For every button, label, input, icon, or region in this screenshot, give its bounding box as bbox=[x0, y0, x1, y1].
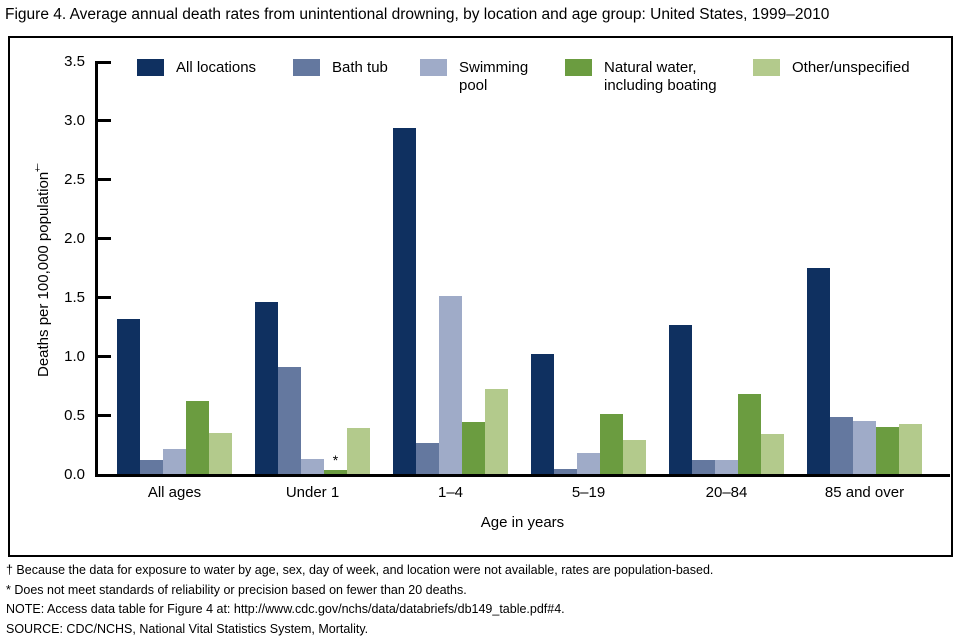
bar-85-and-over-all-locations bbox=[807, 267, 830, 474]
x-axis-line bbox=[95, 474, 950, 477]
footnote-note: NOTE: Access data table for Figure 4 at:… bbox=[6, 602, 565, 617]
y-axis-line bbox=[95, 61, 98, 477]
y-tick bbox=[98, 354, 111, 358]
bar-20-84-all-locations bbox=[669, 325, 692, 474]
legend-item-all-locations: All locations bbox=[137, 59, 256, 77]
bar-all-ages-all-locations bbox=[117, 319, 140, 474]
figure-title: Figure 4. Average annual death rates fro… bbox=[5, 6, 830, 23]
bar-group-20-84 bbox=[669, 61, 784, 474]
x-axis-title: Age in years bbox=[480, 514, 565, 531]
bar-85-and-over-natural-water-including-boating bbox=[876, 426, 899, 474]
y-tick-label: 2.0 bbox=[64, 229, 85, 247]
bar-all-ages-bath-tub bbox=[140, 459, 163, 474]
y-tick-label: 0.0 bbox=[64, 465, 85, 483]
y-tick-label: 1.5 bbox=[64, 288, 85, 306]
x-category-label-all-ages: All ages bbox=[147, 484, 202, 501]
bar-under-1-bath-tub bbox=[278, 366, 301, 474]
legend-swatch-swimming-pool bbox=[420, 59, 447, 76]
y-tick-label: 0.5 bbox=[64, 406, 85, 424]
footnotes: † Because the data for exposure to water… bbox=[6, 561, 713, 639]
bar-all-ages-natural-water-including-boating bbox=[186, 400, 209, 474]
bar-group-under-1: * bbox=[255, 61, 370, 474]
bar-5-19-bath-tub bbox=[554, 469, 577, 474]
y-tick-label: 3.5 bbox=[64, 52, 85, 70]
bar-20-84-other-unspecified bbox=[761, 433, 784, 474]
x-category-label-20-84: 20–84 bbox=[705, 484, 748, 501]
legend-swatch-all-locations bbox=[137, 59, 164, 76]
bar-group-85-and-over bbox=[807, 61, 922, 474]
y-tick-label: 3.0 bbox=[64, 111, 85, 129]
legend-label: Other/unspecified bbox=[792, 59, 910, 76]
bar-under-1-other-unspecified bbox=[347, 427, 370, 474]
plot-area: 0.0 0.5 1.0 1.5 2.0 2.5 3.0 3.5 All ages * Under 1… bbox=[64, 53, 950, 501]
bar-20-84-natural-water-including-boating bbox=[738, 393, 761, 474]
bar-group-1-4 bbox=[393, 61, 508, 474]
legend-label: All locations bbox=[176, 59, 257, 76]
bar-20-84-bath-tub bbox=[692, 459, 715, 474]
bar-5-19-other-unspecified bbox=[623, 439, 646, 474]
footnote-asterisk: * Does not meet standards of reliability… bbox=[6, 582, 467, 597]
bar-1-4-all-locations bbox=[393, 128, 416, 474]
legend-item-other-unspecified: Other/unspecified bbox=[753, 59, 910, 77]
footnote-source: SOURCE: CDC/NCHS, National Vital Statist… bbox=[6, 621, 369, 636]
y-tick bbox=[98, 177, 111, 181]
y-tick bbox=[98, 413, 111, 417]
y-tick-label: 2.5 bbox=[64, 170, 85, 188]
y-tick bbox=[98, 236, 111, 240]
legend-label: Bath tub bbox=[332, 59, 388, 76]
bar-1-4-other-unspecified bbox=[485, 389, 508, 474]
bar-under-1-natural-water-including-boating bbox=[324, 470, 347, 474]
asterisk-annotation: * bbox=[332, 452, 339, 469]
bar-5-19-all-locations bbox=[531, 353, 554, 474]
legend-swatch-natural-water-including-boating bbox=[565, 59, 592, 76]
bar-under-1-all-locations bbox=[255, 301, 278, 474]
x-category-label-1-4: 1–4 bbox=[437, 484, 464, 501]
x-category-label-under-1: Under 1 bbox=[285, 484, 340, 501]
chart-frame: All locations Bath tub Swimming pool Natura… bbox=[8, 36, 953, 557]
bar-85-and-over-bath-tub bbox=[830, 417, 853, 474]
footnote-dagger: † Because the data for exposure to water… bbox=[6, 563, 714, 577]
bar-5-19-swimming-pool bbox=[577, 452, 600, 474]
bar-group-all-ages bbox=[117, 61, 232, 474]
legend-swatch-bath-tub bbox=[293, 59, 320, 76]
bar-group-5-19 bbox=[531, 61, 646, 474]
bar-1-4-natural-water-including-boating bbox=[462, 422, 485, 474]
legend-item-natural-water-including-boating: Natural water, including boating bbox=[565, 59, 736, 95]
y-tick bbox=[98, 118, 111, 122]
y-tick-label: 1.0 bbox=[64, 347, 85, 365]
y-tick bbox=[98, 295, 111, 299]
y-tick bbox=[98, 61, 111, 64]
bar-all-ages-other-unspecified bbox=[209, 432, 232, 474]
legend-item-bath-tub: Bath tub bbox=[293, 59, 388, 77]
bar-85-and-over-other-unspecified bbox=[899, 424, 922, 474]
bar-under-1-swimming-pool bbox=[301, 458, 324, 474]
bar-1-4-swimming-pool bbox=[439, 295, 462, 474]
bar-85-and-over-swimming-pool bbox=[853, 420, 876, 474]
legend-label: Natural water, including boating bbox=[604, 59, 717, 94]
bar-5-19-natural-water-including-boating bbox=[600, 413, 623, 474]
x-category-label-85-and-over: 85 and over bbox=[824, 484, 905, 501]
legend-swatch-other-unspecified bbox=[753, 59, 780, 76]
bar-20-84-swimming-pool bbox=[715, 459, 738, 474]
legend-label: Swimming pool bbox=[459, 59, 529, 94]
legend-item-swimming-pool: Swimming pool bbox=[420, 59, 543, 95]
bar-all-ages-swimming-pool bbox=[163, 449, 186, 474]
y-axis-title-text: Deaths per 100,000 population bbox=[35, 171, 52, 378]
x-category-label-5-19: 5–19 bbox=[571, 484, 606, 501]
bar-1-4-bath-tub bbox=[416, 443, 439, 474]
